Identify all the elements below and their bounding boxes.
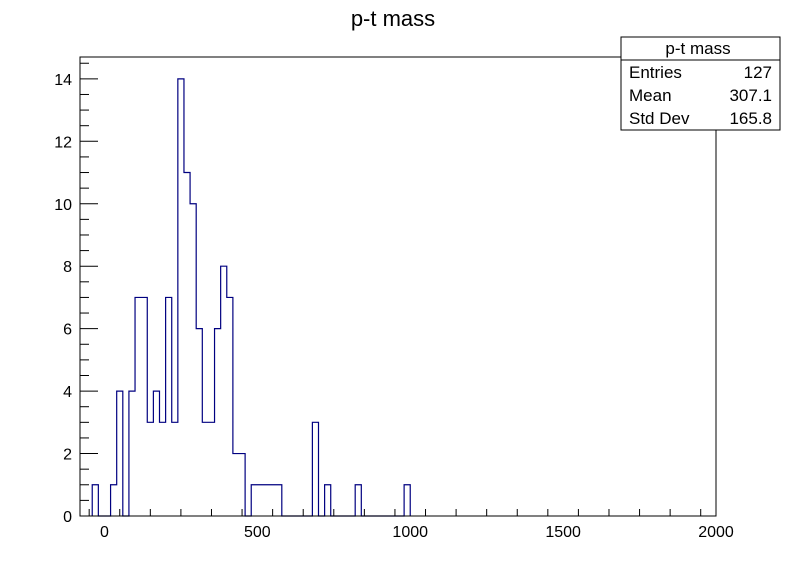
y-tick-label: 6 xyxy=(63,322,72,339)
stats-box: p-t mass Entries 127 Mean 307.1 Std Dev … xyxy=(620,36,781,131)
histogram-bin xyxy=(147,422,153,516)
histogram-bin xyxy=(92,485,98,516)
y-tick-label: 12 xyxy=(54,134,72,151)
histogram-bin xyxy=(166,297,172,516)
y-tick-label: 10 xyxy=(54,197,72,214)
x-tick-label: 0 xyxy=(100,524,109,541)
histogram-bin xyxy=(257,485,263,516)
x-tick-label: 500 xyxy=(244,524,271,541)
y-tick-label: 4 xyxy=(63,384,72,401)
histogram-bin xyxy=(196,329,202,516)
y-tick-label: 8 xyxy=(63,259,72,276)
stats-stddev-value: 165.8 xyxy=(729,109,772,128)
y-tick-label: 14 xyxy=(54,72,72,89)
histogram-bin xyxy=(233,454,239,516)
x-tick-label: 1500 xyxy=(545,524,581,541)
histogram-bin xyxy=(190,204,196,516)
x-tick-label: 1000 xyxy=(392,524,428,541)
histogram-bin xyxy=(325,485,331,516)
stats-entries-label: Entries xyxy=(629,63,682,82)
histogram-bin xyxy=(160,422,166,516)
x-tick-label: 2000 xyxy=(698,524,734,541)
histogram-bin xyxy=(184,173,190,516)
histogram-bin xyxy=(117,391,123,516)
chart-title: p-t mass xyxy=(351,6,435,31)
stats-box-frame xyxy=(620,36,781,131)
histogram-bin xyxy=(111,485,117,516)
histogram-bin xyxy=(312,422,318,516)
y-axis: 0 2 4 6 8 10 12 14 xyxy=(54,62,98,526)
histogram-bin xyxy=(355,485,361,516)
y-tick-label: 2 xyxy=(63,447,72,464)
histogram-bin xyxy=(263,485,269,516)
histogram-bin xyxy=(208,422,214,516)
histogram-bin xyxy=(129,391,135,516)
histogram-layer xyxy=(91,78,411,517)
y-tick-label: 0 xyxy=(63,509,72,526)
histogram-bin xyxy=(178,79,184,516)
histogram-bin xyxy=(404,485,410,516)
x-axis: 0 500 1000 1500 2000 xyxy=(88,509,734,541)
histogram-bin xyxy=(221,266,227,516)
histogram-bin xyxy=(239,454,245,516)
histogram-bin xyxy=(141,297,147,516)
histogram-bin xyxy=(153,391,159,516)
stats-box-title: p-t mass xyxy=(665,39,730,58)
histogram-bin xyxy=(135,297,141,516)
histogram-bin xyxy=(251,485,257,516)
histogram-bin xyxy=(202,422,208,516)
histogram-bin xyxy=(172,422,178,516)
histogram-bin xyxy=(215,329,221,516)
histogram-bin xyxy=(227,297,233,516)
histogram-outline xyxy=(91,78,411,517)
stats-stddev-label: Std Dev xyxy=(629,109,690,128)
stats-entries-value: 127 xyxy=(744,63,772,82)
stats-mean-value: 307.1 xyxy=(729,86,772,105)
stats-mean-label: Mean xyxy=(629,86,672,105)
histogram-bin xyxy=(276,485,282,516)
plot-frame xyxy=(79,56,717,517)
